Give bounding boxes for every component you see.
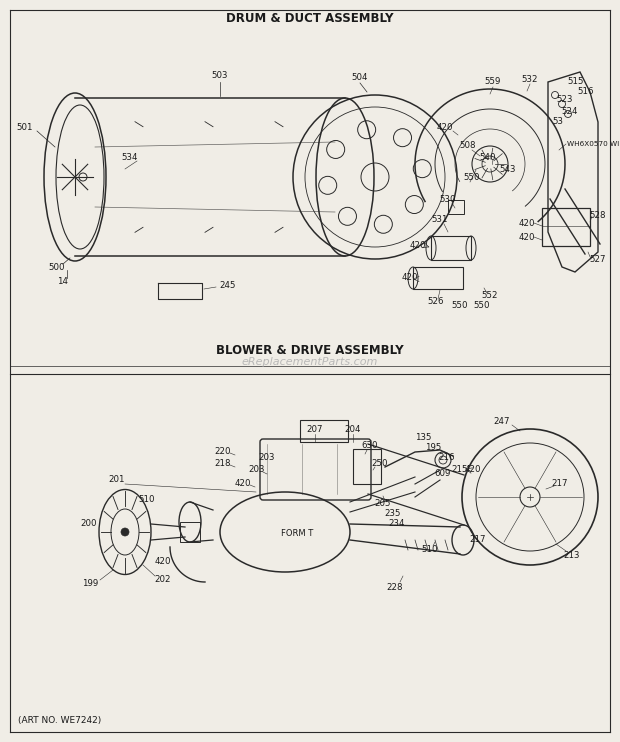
Text: 14: 14: [58, 278, 68, 286]
Text: 199: 199: [82, 580, 98, 588]
Text: 420: 420: [519, 218, 535, 228]
Text: DRUM & DUCT ASSEMBLY: DRUM & DUCT ASSEMBLY: [226, 11, 394, 24]
Bar: [448, 200, 464, 214]
Text: 630: 630: [361, 441, 378, 450]
Text: 524: 524: [562, 108, 578, 116]
Text: 235: 235: [385, 510, 401, 519]
Text: 216: 216: [439, 453, 455, 462]
Text: 205: 205: [374, 499, 391, 508]
Text: 220: 220: [215, 447, 231, 456]
Text: 510: 510: [139, 496, 155, 505]
Text: 501: 501: [17, 122, 33, 131]
Text: 215: 215: [452, 465, 468, 474]
Text: 420: 420: [519, 232, 535, 241]
Text: 532: 532: [522, 76, 538, 85]
Text: eReplacementParts.com: eReplacementParts.com: [242, 357, 378, 367]
Text: 135: 135: [415, 433, 432, 442]
Text: 530: 530: [440, 194, 456, 203]
Bar: [413, 267, 463, 289]
Text: 552: 552: [482, 292, 498, 301]
Text: 53: 53: [552, 117, 564, 126]
Text: 228: 228: [387, 582, 403, 591]
Text: 526: 526: [428, 298, 445, 306]
Text: WH6X0570 WIRE STRAP: WH6X0570 WIRE STRAP: [567, 141, 620, 147]
Text: 217: 217: [552, 479, 569, 487]
Text: 203: 203: [249, 465, 265, 474]
Text: 510: 510: [422, 545, 438, 554]
Text: 195: 195: [425, 444, 441, 453]
Text: 204: 204: [345, 425, 361, 435]
Text: 534: 534: [122, 153, 138, 162]
Text: 207: 207: [307, 425, 323, 435]
Bar: [353, 449, 381, 484]
Text: 531: 531: [432, 215, 448, 225]
Text: 420: 420: [235, 479, 251, 488]
Text: 550: 550: [464, 174, 480, 183]
Text: 218: 218: [215, 459, 231, 468]
Text: 203: 203: [259, 453, 275, 462]
Text: 200: 200: [81, 519, 97, 528]
Bar: [300, 420, 348, 442]
Text: 420: 420: [402, 274, 418, 283]
Bar: [542, 208, 590, 246]
Text: 543: 543: [500, 165, 516, 174]
Text: 527: 527: [590, 255, 606, 264]
Text: 213: 213: [564, 551, 580, 559]
Text: 420: 420: [410, 241, 427, 251]
Text: (ART NO. WE7242): (ART NO. WE7242): [18, 715, 101, 724]
Text: 523: 523: [557, 94, 574, 103]
Text: 247: 247: [494, 416, 510, 425]
Text: 201: 201: [108, 476, 125, 485]
Text: 508: 508: [460, 142, 476, 151]
Text: 559: 559: [485, 77, 501, 87]
Text: 202: 202: [155, 576, 171, 585]
Text: 500: 500: [49, 263, 65, 272]
Text: 550: 550: [474, 301, 490, 310]
Bar: [431, 236, 471, 260]
Text: 528: 528: [590, 211, 606, 220]
Text: 550: 550: [452, 301, 468, 310]
Text: 245: 245: [219, 281, 236, 291]
Text: 420: 420: [465, 465, 481, 474]
Circle shape: [121, 528, 129, 536]
Text: 504: 504: [352, 73, 368, 82]
Text: 516: 516: [578, 88, 594, 96]
Text: BLOWER & DRIVE ASSEMBLY: BLOWER & DRIVE ASSEMBLY: [216, 344, 404, 356]
Text: 250: 250: [372, 459, 388, 468]
Text: 503: 503: [212, 71, 228, 80]
Bar: [180, 522, 200, 542]
Text: 609: 609: [435, 470, 451, 479]
Text: FORM T: FORM T: [281, 530, 313, 539]
Text: 234: 234: [389, 519, 405, 528]
Text: 420: 420: [155, 557, 171, 566]
Text: 540: 540: [480, 153, 496, 162]
Text: 420: 420: [436, 123, 453, 133]
Text: 217: 217: [470, 534, 486, 543]
Text: 515: 515: [568, 77, 584, 87]
